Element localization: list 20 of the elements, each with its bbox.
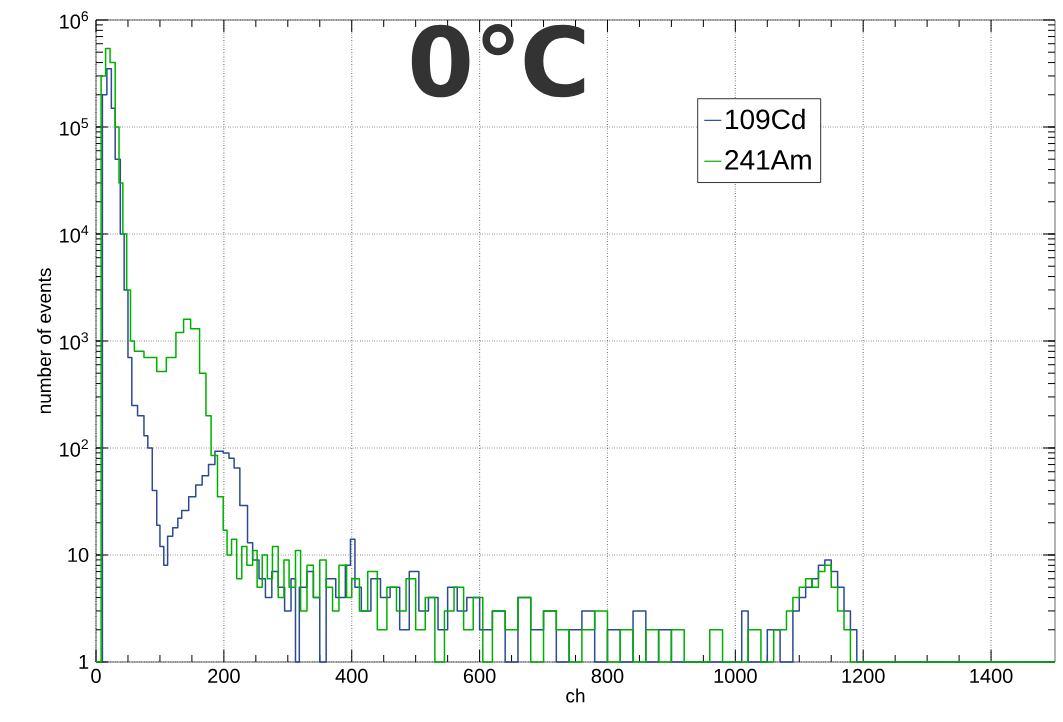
y-tick-label: 10$^{2}$ bbox=[60, 439, 88, 457]
x-tick-label: 800 bbox=[591, 668, 624, 683]
x-tick-label: 1400 bbox=[970, 668, 1013, 683]
y-tick-label: 10$^{3}$ bbox=[60, 332, 89, 350]
chart-title: 0℃ bbox=[411, 24, 585, 98]
y-tick-label: 1 bbox=[79, 655, 89, 669]
y-tick-label: 10$^{6}$ bbox=[60, 11, 89, 29]
y-axis-title: number of events bbox=[37, 268, 52, 414]
y-tick-label: 10$^{5}$ bbox=[60, 118, 89, 136]
y-tick-label: 10 bbox=[68, 547, 89, 563]
x-tick-label: 400 bbox=[335, 668, 368, 683]
x-tick-label: 1000 bbox=[714, 668, 757, 683]
x-tick-label: 1200 bbox=[842, 668, 885, 683]
x-tick-label: 600 bbox=[463, 668, 496, 683]
legend-label: 109Cd bbox=[726, 108, 805, 130]
x-tick-label: 200 bbox=[208, 668, 240, 683]
x-tick-label: 0 bbox=[91, 668, 101, 683]
y-tick-label: 10$^{4}$ bbox=[60, 225, 89, 243]
x-axis-title: ch bbox=[566, 688, 585, 703]
legend-label: 241Am bbox=[725, 150, 811, 170]
